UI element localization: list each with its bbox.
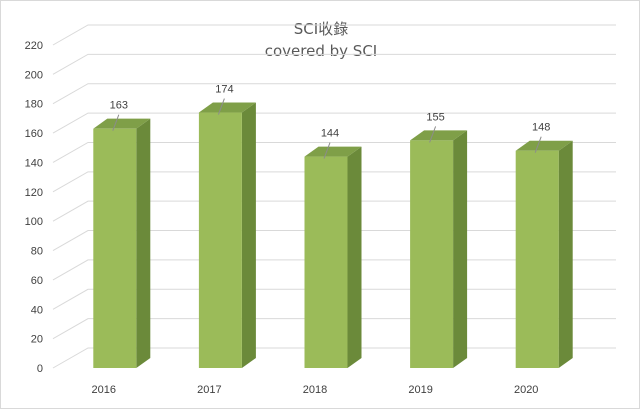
bar-front xyxy=(515,150,559,368)
bar-front xyxy=(410,140,454,368)
bar-side xyxy=(241,102,256,368)
bar: 163 xyxy=(93,100,151,368)
y-tick-label: 40 xyxy=(31,304,43,316)
data-label: 174 xyxy=(215,84,233,96)
data-label-leader xyxy=(429,126,437,143)
x-tick-label: 2017 xyxy=(197,384,221,396)
bars: 163 174 144 155 148 xyxy=(93,84,573,368)
data-label-leader xyxy=(112,114,120,131)
bar-side xyxy=(558,140,573,368)
chart-title-line2: covered by SCI xyxy=(265,42,377,60)
y-tick-label: 140 xyxy=(25,157,43,169)
chart-title-line1: SCI收錄 xyxy=(294,20,348,38)
bar-top xyxy=(198,102,256,113)
y-tick-label: 120 xyxy=(25,187,43,199)
bar: 144 xyxy=(304,128,362,368)
bar-top xyxy=(93,118,151,129)
bar: 174 xyxy=(198,84,256,368)
gridline xyxy=(52,83,616,105)
y-tick-label: 160 xyxy=(25,128,43,140)
bar-top xyxy=(410,130,468,141)
bar-side xyxy=(453,130,468,368)
bar-top xyxy=(515,140,573,151)
gridline xyxy=(52,53,616,75)
x-tick-label: 2019 xyxy=(408,384,432,396)
data-label-leader xyxy=(323,142,331,159)
bar-front xyxy=(304,156,348,368)
x-axis: 2016 2017 2018 2019 2020 xyxy=(92,384,539,396)
y-tick-label: 80 xyxy=(31,246,43,258)
gridline xyxy=(52,24,616,46)
bar-side xyxy=(347,146,362,368)
data-label: 148 xyxy=(532,122,550,134)
x-tick-label: 2018 xyxy=(303,384,327,396)
bar-side xyxy=(136,118,151,368)
y-axis: 0 20 40 60 80 100 120 140 160 180 200 220 xyxy=(25,40,43,375)
data-label-leader xyxy=(217,98,225,115)
x-tick-label: 2020 xyxy=(514,384,538,396)
y-tick-label: 220 xyxy=(25,40,43,52)
data-label-leader xyxy=(534,136,542,153)
y-tick-label: 100 xyxy=(25,216,43,228)
gridline xyxy=(52,112,616,134)
data-label: 163 xyxy=(110,100,128,112)
y-tick-label: 20 xyxy=(31,334,43,346)
y-tick-label: 60 xyxy=(31,275,43,287)
data-label: 144 xyxy=(321,128,339,140)
bar-front xyxy=(93,128,137,368)
bar-top xyxy=(304,146,362,157)
bar: 148 xyxy=(515,122,573,368)
x-tick-label: 2016 xyxy=(92,384,116,396)
y-tick-label: 200 xyxy=(25,69,43,81)
y-tick-label: 180 xyxy=(25,99,43,111)
bar-front xyxy=(198,112,242,368)
data-label: 155 xyxy=(426,111,444,123)
bar: 155 xyxy=(410,111,468,368)
y-tick-label: 0 xyxy=(37,363,43,375)
